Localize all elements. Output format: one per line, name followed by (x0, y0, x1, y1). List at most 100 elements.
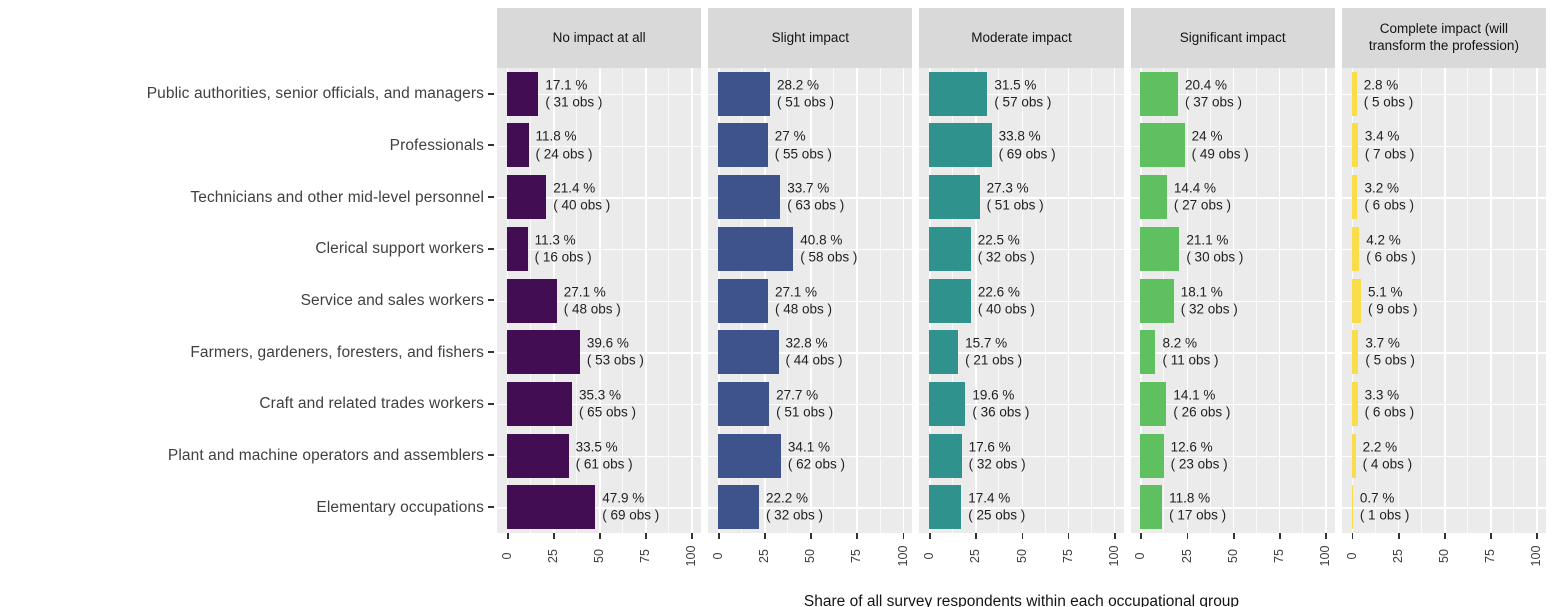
x-axis-tick (599, 533, 601, 539)
bar-obs-count: ( 32 obs ) (1180, 301, 1238, 317)
gridline-horizontal (497, 352, 702, 354)
bar-obs-count: ( 69 obs ) (998, 146, 1056, 162)
category-label: Clerical support workers (315, 240, 484, 258)
bar-percent: 14.1 % (1173, 387, 1216, 403)
gridline-horizontal (1341, 197, 1547, 199)
bar-obs-count: ( 51 obs ) (776, 404, 834, 420)
bar (1351, 226, 1360, 271)
bar (1140, 381, 1167, 426)
bar-percent: 34.1 % (787, 439, 830, 455)
bar-obs-count: ( 55 obs ) (774, 146, 832, 162)
bar-row: 12.6 %( 23 obs ) (1131, 430, 1335, 482)
y-axis-tick (488, 506, 494, 509)
bar-obs-count: ( 40 obs ) (553, 198, 611, 214)
gridline-horizontal (919, 352, 1124, 354)
bar (1351, 381, 1358, 426)
bar-row: 24 %( 49 obs ) (1131, 120, 1335, 172)
bar-percent: 3.3 % (1364, 387, 1400, 403)
category-label: Technicians and other mid-level personne… (190, 188, 484, 206)
bar-row: 4.2 %( 6 obs ) (1342, 223, 1546, 275)
x-axis-tick-label: 50 (803, 549, 818, 563)
bar (929, 226, 971, 271)
bar (506, 175, 547, 220)
bar-value-label: 3.3 %( 6 obs ) (1365, 387, 1415, 422)
bar-row: 18.1 %( 32 obs ) (1131, 275, 1335, 327)
bar (717, 71, 771, 116)
bar-percent: 17.1 % (545, 77, 588, 93)
bar-percent: 14.4 % (1173, 180, 1216, 196)
category-label: Farmers, gardeners, foresters, and fishe… (190, 343, 484, 361)
x-axis-tick-label: 0 (922, 552, 937, 560)
bar (1351, 485, 1353, 530)
x-axis-tick (764, 533, 766, 539)
bar-value-label: 24 %( 49 obs ) (1192, 128, 1249, 163)
bar-obs-count: ( 51 obs ) (986, 198, 1044, 214)
bar-value-label: 27 %( 55 obs ) (775, 128, 832, 163)
x-axis-tick-label: 75 (1060, 549, 1075, 563)
gridline-horizontal (1130, 352, 1335, 354)
bar-percent: 33.7 % (787, 180, 830, 196)
bar (1351, 433, 1356, 478)
gridline-horizontal (1341, 145, 1547, 147)
bar-value-label: 8.2 % ( 11 obs ) (1162, 335, 1218, 370)
bar (1140, 278, 1174, 323)
gridline-horizontal (708, 145, 913, 147)
bar-value-label: 33.7 % ( 63 obs ) (787, 180, 844, 215)
bar-value-label: 3.2 % ( 6 obs ) (1364, 180, 1414, 215)
bar-obs-count: ( 40 obs ) (977, 301, 1035, 317)
x-axis-tick-label: 75 (638, 549, 653, 563)
gridline-horizontal (919, 300, 1124, 302)
bar-value-label: 17.6 %( 32 obs ) (969, 438, 1026, 473)
x-axis-tick (856, 533, 859, 539)
bar-row: 22.6 %( 40 obs ) (919, 275, 1123, 327)
bar-percent: 2.8 % (1363, 77, 1399, 93)
category-label-row: Technicians and other mid-level personne… (0, 171, 497, 223)
bar-percent: 22.5 % (977, 232, 1020, 248)
bar-value-label: 31.5 %( 57 obs ) (994, 77, 1051, 112)
bar-obs-count: ( 69 obs ) (602, 508, 660, 524)
bar-obs-count: ( 63 obs ) (787, 198, 845, 214)
facet-4: Complete impact (will transform the prof… (1341, 8, 1547, 579)
bar (1351, 278, 1361, 323)
bar-percent: 27.7 % (776, 387, 819, 403)
bar-value-label: 22.6 %( 40 obs ) (978, 283, 1035, 318)
bar-obs-count: ( 5 obs ) (1363, 94, 1414, 110)
bar-percent: 33.5 % (575, 439, 618, 455)
gridline-horizontal (708, 93, 913, 96)
bar-row: 21.1 %( 30 obs ) (1131, 223, 1335, 275)
x-axis-tick-label: 75 (849, 549, 864, 563)
bar-row: 27.1 %( 48 obs ) (708, 275, 912, 327)
bar (1140, 485, 1163, 530)
bar-row: 17.4 % ( 25 obs ) (919, 481, 1123, 533)
x-axis-tick-label: 75 (1271, 549, 1286, 563)
bar-percent: 17.6 % (968, 439, 1011, 455)
bar-value-label: 34.1 %( 62 obs ) (788, 438, 845, 473)
bar (1140, 175, 1167, 220)
bar (717, 226, 794, 271)
x-axis-tick-label: 50 (1225, 549, 1240, 563)
bar (929, 175, 980, 220)
y-axis-tick (488, 454, 494, 457)
bar-value-label: 22.5 %( 32 obs ) (978, 232, 1035, 267)
facet-panel: 2.8 %( 5 obs ) 3.4 %( 7 obs ) 3.2 %( 6 obs… (1341, 68, 1547, 533)
category-label-row: Elementary occupations (0, 481, 497, 533)
bar-row: 34.1 %( 62 obs ) (708, 430, 912, 482)
bar-row: 14.4 % ( 27 obs ) (1131, 171, 1335, 223)
facet-strip-label: Complete impact (will transform the prof… (1341, 8, 1547, 68)
bar-percent: 5.1 % (1367, 284, 1403, 300)
gridline-horizontal (1341, 93, 1547, 96)
bar-percent: 28.2 % (777, 77, 820, 93)
bar-value-label: 27.1 %( 48 obs ) (564, 283, 621, 318)
bar-percent: 3.2 % (1364, 180, 1399, 196)
y-axis-tick (488, 247, 494, 250)
x-axis-tick (902, 533, 905, 539)
x-axis-tick (1490, 533, 1492, 539)
bar-percent: 11.3 % (534, 232, 576, 248)
bar-percent: 27 % (774, 129, 806, 145)
bar-value-label: 17.1 %( 31 obs ) (545, 77, 602, 112)
x-axis-tick-label: 100 (1318, 545, 1333, 567)
bar-percent: 35.3 % (578, 387, 621, 403)
gridline-horizontal (1130, 197, 1335, 199)
x-axis-tick (1113, 533, 1116, 539)
bar-percent: 22.6 % (977, 284, 1020, 300)
